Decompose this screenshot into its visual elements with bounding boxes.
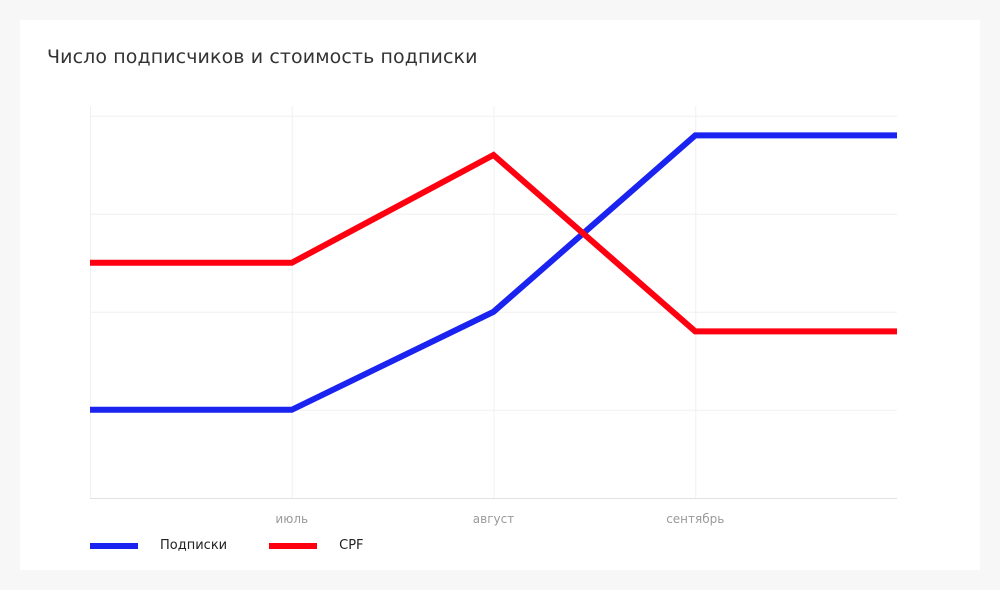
line-chart: июль август сентябрь: [90, 106, 897, 526]
legend-item-subscriptions[interactable]: Подписки: [90, 538, 227, 553]
series-line-1: [90, 151, 897, 335]
tick-labels: июль август сентябрь: [275, 512, 724, 526]
gridlines: [90, 106, 897, 498]
series-line-0: [90, 132, 897, 413]
x-tick-label-1: июль: [275, 512, 308, 526]
legend-swatch-cpf: [269, 542, 318, 549]
legend-item-cpf[interactable]: CPF: [269, 538, 364, 553]
legend-swatch-subscriptions: [90, 542, 138, 549]
x-tick-label-2: август: [473, 512, 514, 526]
chart-card: Число подписчиков и стоимость подписки и…: [20, 20, 980, 570]
chart-title: Число подписчиков и стоимость подписки: [47, 46, 478, 68]
series-lines: [90, 132, 897, 413]
legend-label-subscriptions: Подписки: [160, 538, 228, 553]
legend-label-cpf: CPF: [339, 538, 364, 553]
x-tick-label-3: сентябрь: [666, 512, 724, 526]
legend: Подписки CPF: [90, 538, 406, 553]
